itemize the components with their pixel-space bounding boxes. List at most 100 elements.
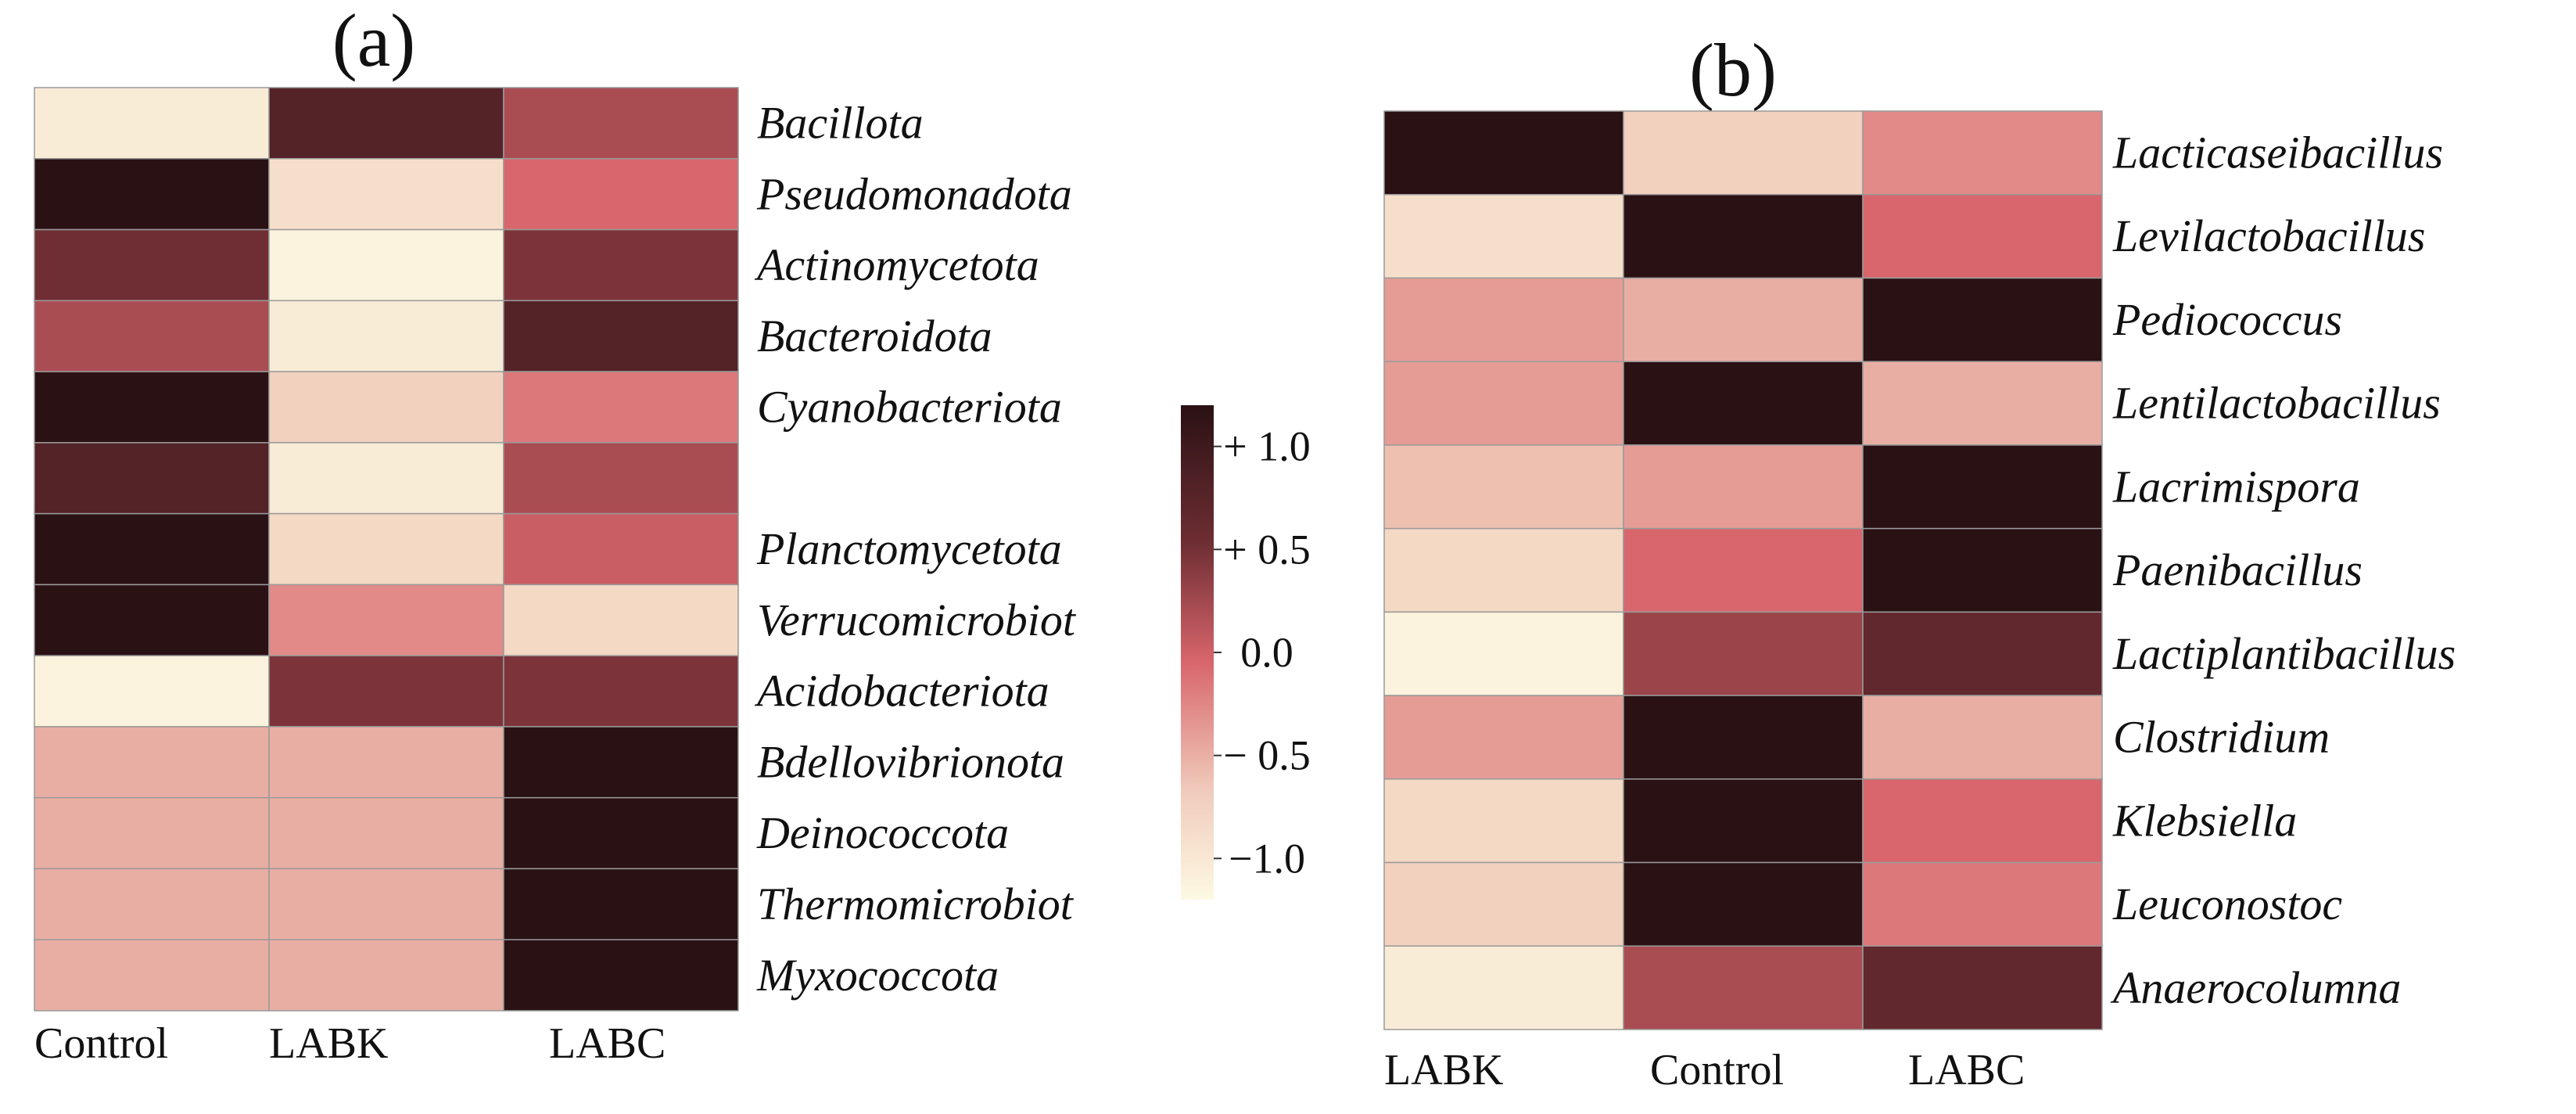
row-label: Paenibacillus bbox=[2112, 544, 2363, 595]
colorbar-gradient bbox=[1181, 405, 1214, 900]
heatmap-cell bbox=[268, 442, 504, 515]
column-label: LABK bbox=[1384, 1046, 1503, 1094]
heatmap-cell bbox=[1623, 778, 1864, 864]
heatmap-cell bbox=[503, 228, 739, 302]
column-label: LABK bbox=[269, 1019, 388, 1068]
heatmap-cell bbox=[268, 512, 504, 586]
panel-b-label: (b) bbox=[1689, 28, 1777, 112]
heatmap-cell bbox=[268, 726, 504, 799]
row-label: Verrucomicrobiot bbox=[757, 595, 1077, 645]
heatmap-cell bbox=[1623, 110, 1864, 196]
heatmap-b-row-labels: Lacticaseibacillus Levilactobacillus Pedio… bbox=[2110, 128, 2456, 1013]
heatmap-cell bbox=[1862, 277, 2103, 362]
heatmap-cell bbox=[34, 939, 270, 1012]
row-label: Clostridium bbox=[2113, 712, 2330, 763]
row-label: Klebsiella bbox=[2112, 795, 2297, 846]
heatmap-cell bbox=[1862, 110, 2103, 196]
heatmap-cell bbox=[34, 158, 270, 231]
row-label: Lentilactobacillus bbox=[2112, 378, 2441, 429]
heatmap-cell bbox=[1383, 695, 1624, 780]
heatmap-cell bbox=[1862, 361, 2103, 446]
row-label: Acidobacteriota bbox=[754, 666, 1049, 717]
row-label: Bacillota bbox=[757, 98, 924, 149]
heatmap-cell bbox=[268, 584, 504, 656]
row-label: Cyanobacteriota bbox=[757, 382, 1062, 433]
heatmap-cell bbox=[268, 158, 504, 231]
heatmap-cell bbox=[34, 726, 270, 799]
column-label: Control bbox=[34, 1019, 168, 1068]
heatmap-cell bbox=[1623, 945, 1864, 1030]
colorbar-tick-label: 0.0 bbox=[1240, 629, 1293, 676]
row-label: Pediococcus bbox=[2112, 294, 2342, 345]
row-label: Leuconostoc bbox=[2112, 879, 2342, 929]
heatmap-cell bbox=[503, 512, 739, 586]
heatmap-cell bbox=[1623, 527, 1864, 613]
row-label: Pseudomonadota bbox=[756, 168, 1072, 219]
heatmap-panel-b: (b) Lacticaseibacillus Levilactobacillus P… bbox=[1383, 28, 2456, 1094]
row-label: Planctomycetota bbox=[756, 523, 1062, 574]
row-label: Bdellovibrionota bbox=[757, 736, 1064, 787]
heatmap-cell bbox=[1623, 361, 1864, 446]
heatmap-b-column-labels: LABK Control LABC bbox=[1384, 1046, 2025, 1094]
row-label: Thermomicrobiot bbox=[757, 879, 1075, 929]
heatmap-cell bbox=[34, 87, 270, 160]
heatmap-cell bbox=[503, 655, 739, 728]
heatmap-cell bbox=[1383, 110, 1624, 196]
heatmap-cell bbox=[34, 228, 270, 302]
heatmap-cell bbox=[268, 87, 504, 160]
heatmap-cell bbox=[1862, 193, 2103, 279]
heatmap-cell bbox=[1862, 945, 2103, 1030]
heatmap-cell bbox=[1383, 444, 1624, 530]
heatmap-cell bbox=[1383, 861, 1624, 947]
colorbar: + 1.0 + 0.5 0.0 − 0.5 −1.0 bbox=[1181, 405, 1311, 900]
heatmap-cell bbox=[268, 300, 504, 372]
heatmap-a-cells bbox=[34, 87, 739, 1012]
row-label: Bacteroidota bbox=[757, 311, 992, 361]
heatmap-b-cells bbox=[1383, 110, 2103, 1030]
heatmap-cell bbox=[1383, 361, 1624, 446]
heatmap-cell bbox=[268, 796, 504, 870]
row-label: Lactiplantibacillus bbox=[2112, 628, 2456, 679]
heatmap-cell bbox=[1623, 695, 1864, 780]
heatmap-cell bbox=[268, 655, 504, 728]
row-label: Anaerocolumna bbox=[2110, 962, 2401, 1013]
heatmap-cell bbox=[1862, 861, 2103, 947]
row-label: Lacticaseibacillus bbox=[2112, 128, 2443, 178]
row-label: Actinomycetota bbox=[754, 239, 1039, 290]
heatmap-cell bbox=[1383, 945, 1624, 1030]
heatmap-cell bbox=[503, 868, 739, 940]
heatmap-cell bbox=[34, 655, 270, 728]
heatmap-cell bbox=[1383, 277, 1624, 362]
heatmap-a-row-labels: Bacillota Pseudomonadota Actinomycetota Bac… bbox=[754, 98, 1077, 1001]
heatmap-cell bbox=[1862, 527, 2103, 613]
heatmap-cell bbox=[34, 442, 270, 515]
colorbar-tick-label: − 0.5 bbox=[1223, 732, 1310, 779]
heatmap-cell bbox=[503, 87, 739, 160]
heatmap-cell bbox=[503, 726, 739, 799]
heatmap-panel-a: (a) Bacillota Pseudomonadota Actinomycetot… bbox=[34, 0, 1077, 1068]
heatmap-cell bbox=[1862, 611, 2103, 696]
heatmap-cell bbox=[34, 512, 270, 586]
colorbar-ticks: + 1.0 + 0.5 0.0 − 0.5 −1.0 bbox=[1214, 423, 1311, 882]
heatmap-cell bbox=[503, 371, 739, 444]
heatmap-cell bbox=[503, 158, 739, 231]
heatmap-a-column-labels: Control LABK LABC bbox=[34, 1019, 666, 1068]
heatmap-cell bbox=[34, 584, 270, 656]
heatmap-cell bbox=[503, 442, 739, 515]
heatmap-cell bbox=[1862, 778, 2103, 864]
column-label: Control bbox=[1650, 1046, 1784, 1094]
heatmap-cell bbox=[268, 371, 504, 444]
row-label: Lacrimispora bbox=[2112, 461, 2360, 512]
row-label: Deinococcota bbox=[756, 807, 1009, 858]
colorbar-tick-label: + 0.5 bbox=[1223, 526, 1310, 573]
heatmap-cell bbox=[268, 939, 504, 1012]
heatmap-cell bbox=[34, 868, 270, 940]
panel-a-label: (a) bbox=[332, 0, 416, 82]
heatmap-cell bbox=[268, 228, 504, 302]
column-label: LABC bbox=[1908, 1046, 2025, 1094]
heatmap-cell bbox=[1383, 778, 1624, 864]
heatmap-cell bbox=[503, 796, 739, 870]
heatmap-cell bbox=[1623, 611, 1864, 696]
heatmap-cell bbox=[503, 300, 739, 372]
